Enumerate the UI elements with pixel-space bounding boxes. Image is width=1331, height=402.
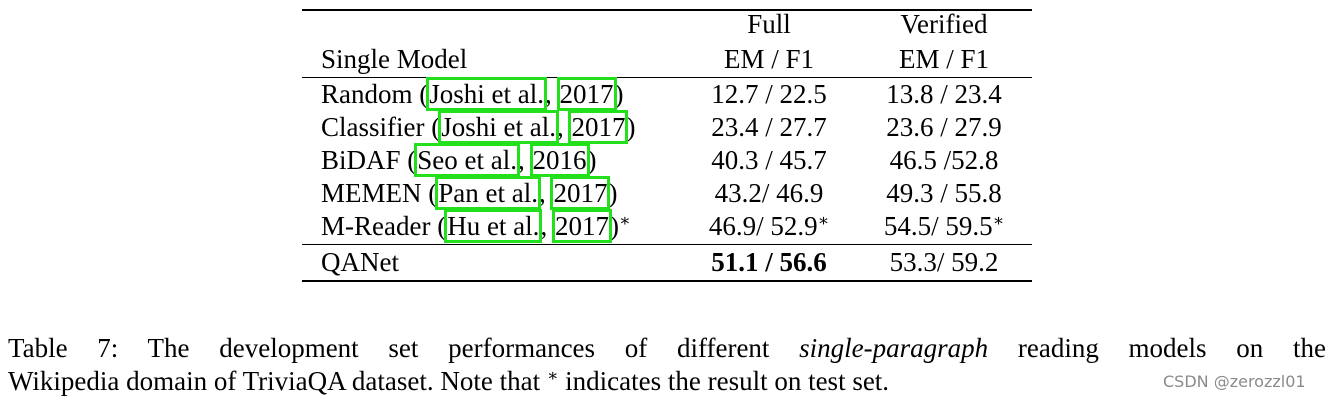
model-text: ) [614, 79, 624, 109]
model-cell: Classifier (Joshi et al., 2017) [321, 110, 636, 144]
header-full-metric: EM / F1 [723, 44, 815, 74]
model-text: , [540, 211, 554, 241]
verified-score-cell: 46.5 /52.8 [844, 144, 1044, 177]
verified-score-cell: 53.3/ 59.2 [844, 246, 1044, 279]
verified-score: 54.5/ 59.5 [883, 211, 993, 241]
verified-score: 53.3/ 59.2 [889, 247, 999, 277]
model-cell: Random (Joshi et al., 2017) [321, 77, 624, 111]
header-model: Single Model [321, 44, 468, 74]
model-text: Classifier ( [321, 112, 441, 142]
verified-score-cell: 23.6 / 27.9 [844, 111, 1044, 144]
model-text: , [556, 112, 571, 142]
model-text: M-Reader ( [321, 211, 447, 241]
header-verified: Verified [900, 9, 988, 39]
model-text: MEMEN ( [321, 178, 438, 208]
citation-link[interactable]: 2017 [556, 77, 617, 111]
citation-link[interactable]: Joshi et al. [438, 110, 559, 144]
verified-score: 13.8 / 23.4 [886, 79, 1002, 109]
caption-text: reading models on the [988, 333, 1326, 363]
model-text: ) [587, 145, 597, 175]
citation-link[interactable]: Joshi et al. [426, 77, 547, 111]
bottom-rule [302, 280, 1032, 282]
model-text: , [518, 145, 532, 175]
verified-score-cell: 49.3 / 55.8 [844, 177, 1044, 210]
caption-text: single-paragraph [799, 333, 989, 363]
model-text: BiDAF ( [321, 145, 417, 175]
full-score-cell: 40.3 / 45.7 [669, 144, 869, 177]
full-score-cell: 12.7 / 22.5 [669, 78, 869, 111]
top-rule [302, 9, 1032, 11]
citation-link[interactable]: 2017 [551, 209, 612, 243]
note-mark: ∗ [992, 211, 1005, 230]
note-mark: ∗ [817, 211, 830, 230]
full-score-cell: 43.2/ 46.9 [669, 177, 869, 210]
citation-link[interactable]: 2017 [550, 176, 611, 210]
mid-rule [302, 244, 1032, 246]
model-cell: MEMEN (Pan et al., 2017) [321, 176, 618, 210]
model-text: , [538, 178, 553, 208]
citation-link[interactable]: Seo et al. [414, 143, 520, 177]
model-cell: M-Reader (Hu et al., 2017)∗ [321, 209, 631, 243]
citation-link[interactable]: Pan et al. [435, 176, 541, 210]
watermark: CSDN @zerozzl01 [1163, 372, 1306, 391]
full-score-cell: 23.4 / 27.7 [669, 111, 869, 144]
model-text: , [545, 79, 559, 109]
caption-line: Table 7: The development set performance… [8, 332, 1326, 365]
caption-text: Table 7: The development set performance… [8, 333, 800, 363]
verified-score: 46.5 /52.8 [889, 145, 999, 175]
full-score: 40.3 / 45.7 [711, 145, 827, 175]
model-text: ) [608, 178, 618, 208]
citation-link[interactable]: Hu et al. [444, 209, 543, 243]
header-rule [302, 77, 1032, 79]
caption-text: ∗ [546, 366, 559, 385]
caption-line: Wikipedia domain of TriviaQA dataset. No… [8, 365, 1326, 398]
full-score-cell: 51.1 / 56.6 [669, 246, 869, 279]
full-score: 23.4 / 27.7 [711, 112, 827, 142]
caption-text: indicates the result on test set. [558, 366, 890, 396]
header-full: Full [747, 9, 791, 39]
model-cell: BiDAF (Seo et al., 2016) [321, 143, 597, 177]
full-score: 46.9/ 52.9 [708, 211, 818, 241]
caption-text: Wikipedia domain of TriviaQA dataset. No… [8, 366, 547, 396]
verified-score: 23.6 / 27.9 [886, 112, 1002, 142]
full-score: 12.7 / 22.5 [711, 79, 827, 109]
verified-score: 49.3 / 55.8 [886, 178, 1002, 208]
citation-link[interactable]: 2016 [529, 143, 590, 177]
verified-score-cell: 54.5/ 59.5∗ [844, 210, 1044, 243]
full-score-cell: 46.9/ 52.9∗ [669, 210, 869, 243]
note-mark: ∗ [618, 211, 631, 230]
header-verified-metric: EM / F1 [898, 44, 990, 74]
verified-score-cell: 13.8 / 23.4 [844, 78, 1044, 111]
model-text: Random ( [321, 79, 429, 109]
full-score: 43.2/ 46.9 [714, 178, 824, 208]
citation-link[interactable]: 2017 [568, 110, 629, 144]
model-text: ) [626, 112, 636, 142]
model-text: QANet [321, 247, 399, 277]
model-text: ) [609, 211, 619, 241]
full-score: 51.1 / 56.6 [711, 247, 827, 277]
model-cell: QANet [321, 246, 399, 279]
